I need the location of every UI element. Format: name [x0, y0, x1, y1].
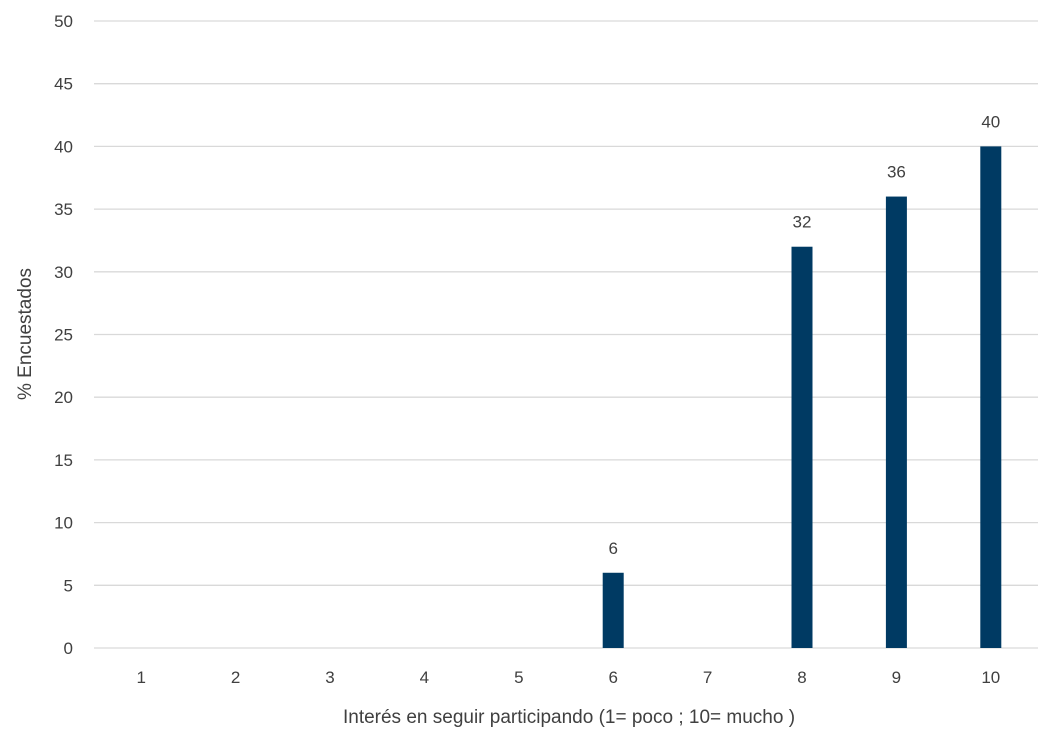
- y-axis-ticks: 0 5 10 15 20 25 30 35 40 45 50: [54, 12, 73, 658]
- x-tick-label: 2: [231, 668, 240, 687]
- data-label: 36: [887, 163, 906, 182]
- y-tick-label: 10: [54, 514, 73, 533]
- x-tick-label: 5: [514, 668, 523, 687]
- x-tick-label: 6: [608, 668, 617, 687]
- x-axis-title: Interés en seguir participando (1= poco …: [343, 707, 795, 728]
- y-tick-label: 45: [54, 75, 73, 94]
- x-tick-label: 8: [797, 668, 806, 687]
- y-tick-label: 40: [54, 137, 73, 156]
- x-tick-label: 9: [892, 668, 901, 687]
- data-labels: 6 32 36 40: [608, 112, 1000, 557]
- bar: [980, 146, 1002, 648]
- y-tick-label: 5: [64, 576, 73, 595]
- y-tick-label: 50: [54, 12, 73, 31]
- data-label: 32: [793, 213, 812, 232]
- y-tick-label: 25: [54, 326, 73, 345]
- y-axis-title: % Encuestados: [15, 268, 36, 400]
- x-tick-label: 4: [420, 668, 429, 687]
- x-tick-label: 1: [136, 668, 145, 687]
- data-label: 6: [608, 539, 617, 558]
- bars: [602, 146, 1002, 648]
- y-tick-label: 30: [54, 263, 73, 282]
- y-tick-label: 20: [54, 388, 73, 407]
- bar: [602, 572, 624, 648]
- y-tick-label: 35: [54, 200, 73, 219]
- y-tick-label: 15: [54, 451, 73, 470]
- gridlines: [94, 20, 1038, 649]
- x-tick-label: 3: [325, 668, 334, 687]
- x-tick-label: 10: [981, 668, 1000, 687]
- x-axis-ticks: 1 2 3 4 5 6 7 8 9 10: [136, 668, 1000, 687]
- bar: [791, 246, 813, 648]
- x-tick-label: 7: [703, 668, 712, 687]
- y-tick-label: 0: [64, 639, 73, 658]
- data-label: 40: [981, 112, 1000, 131]
- bar: [885, 196, 907, 648]
